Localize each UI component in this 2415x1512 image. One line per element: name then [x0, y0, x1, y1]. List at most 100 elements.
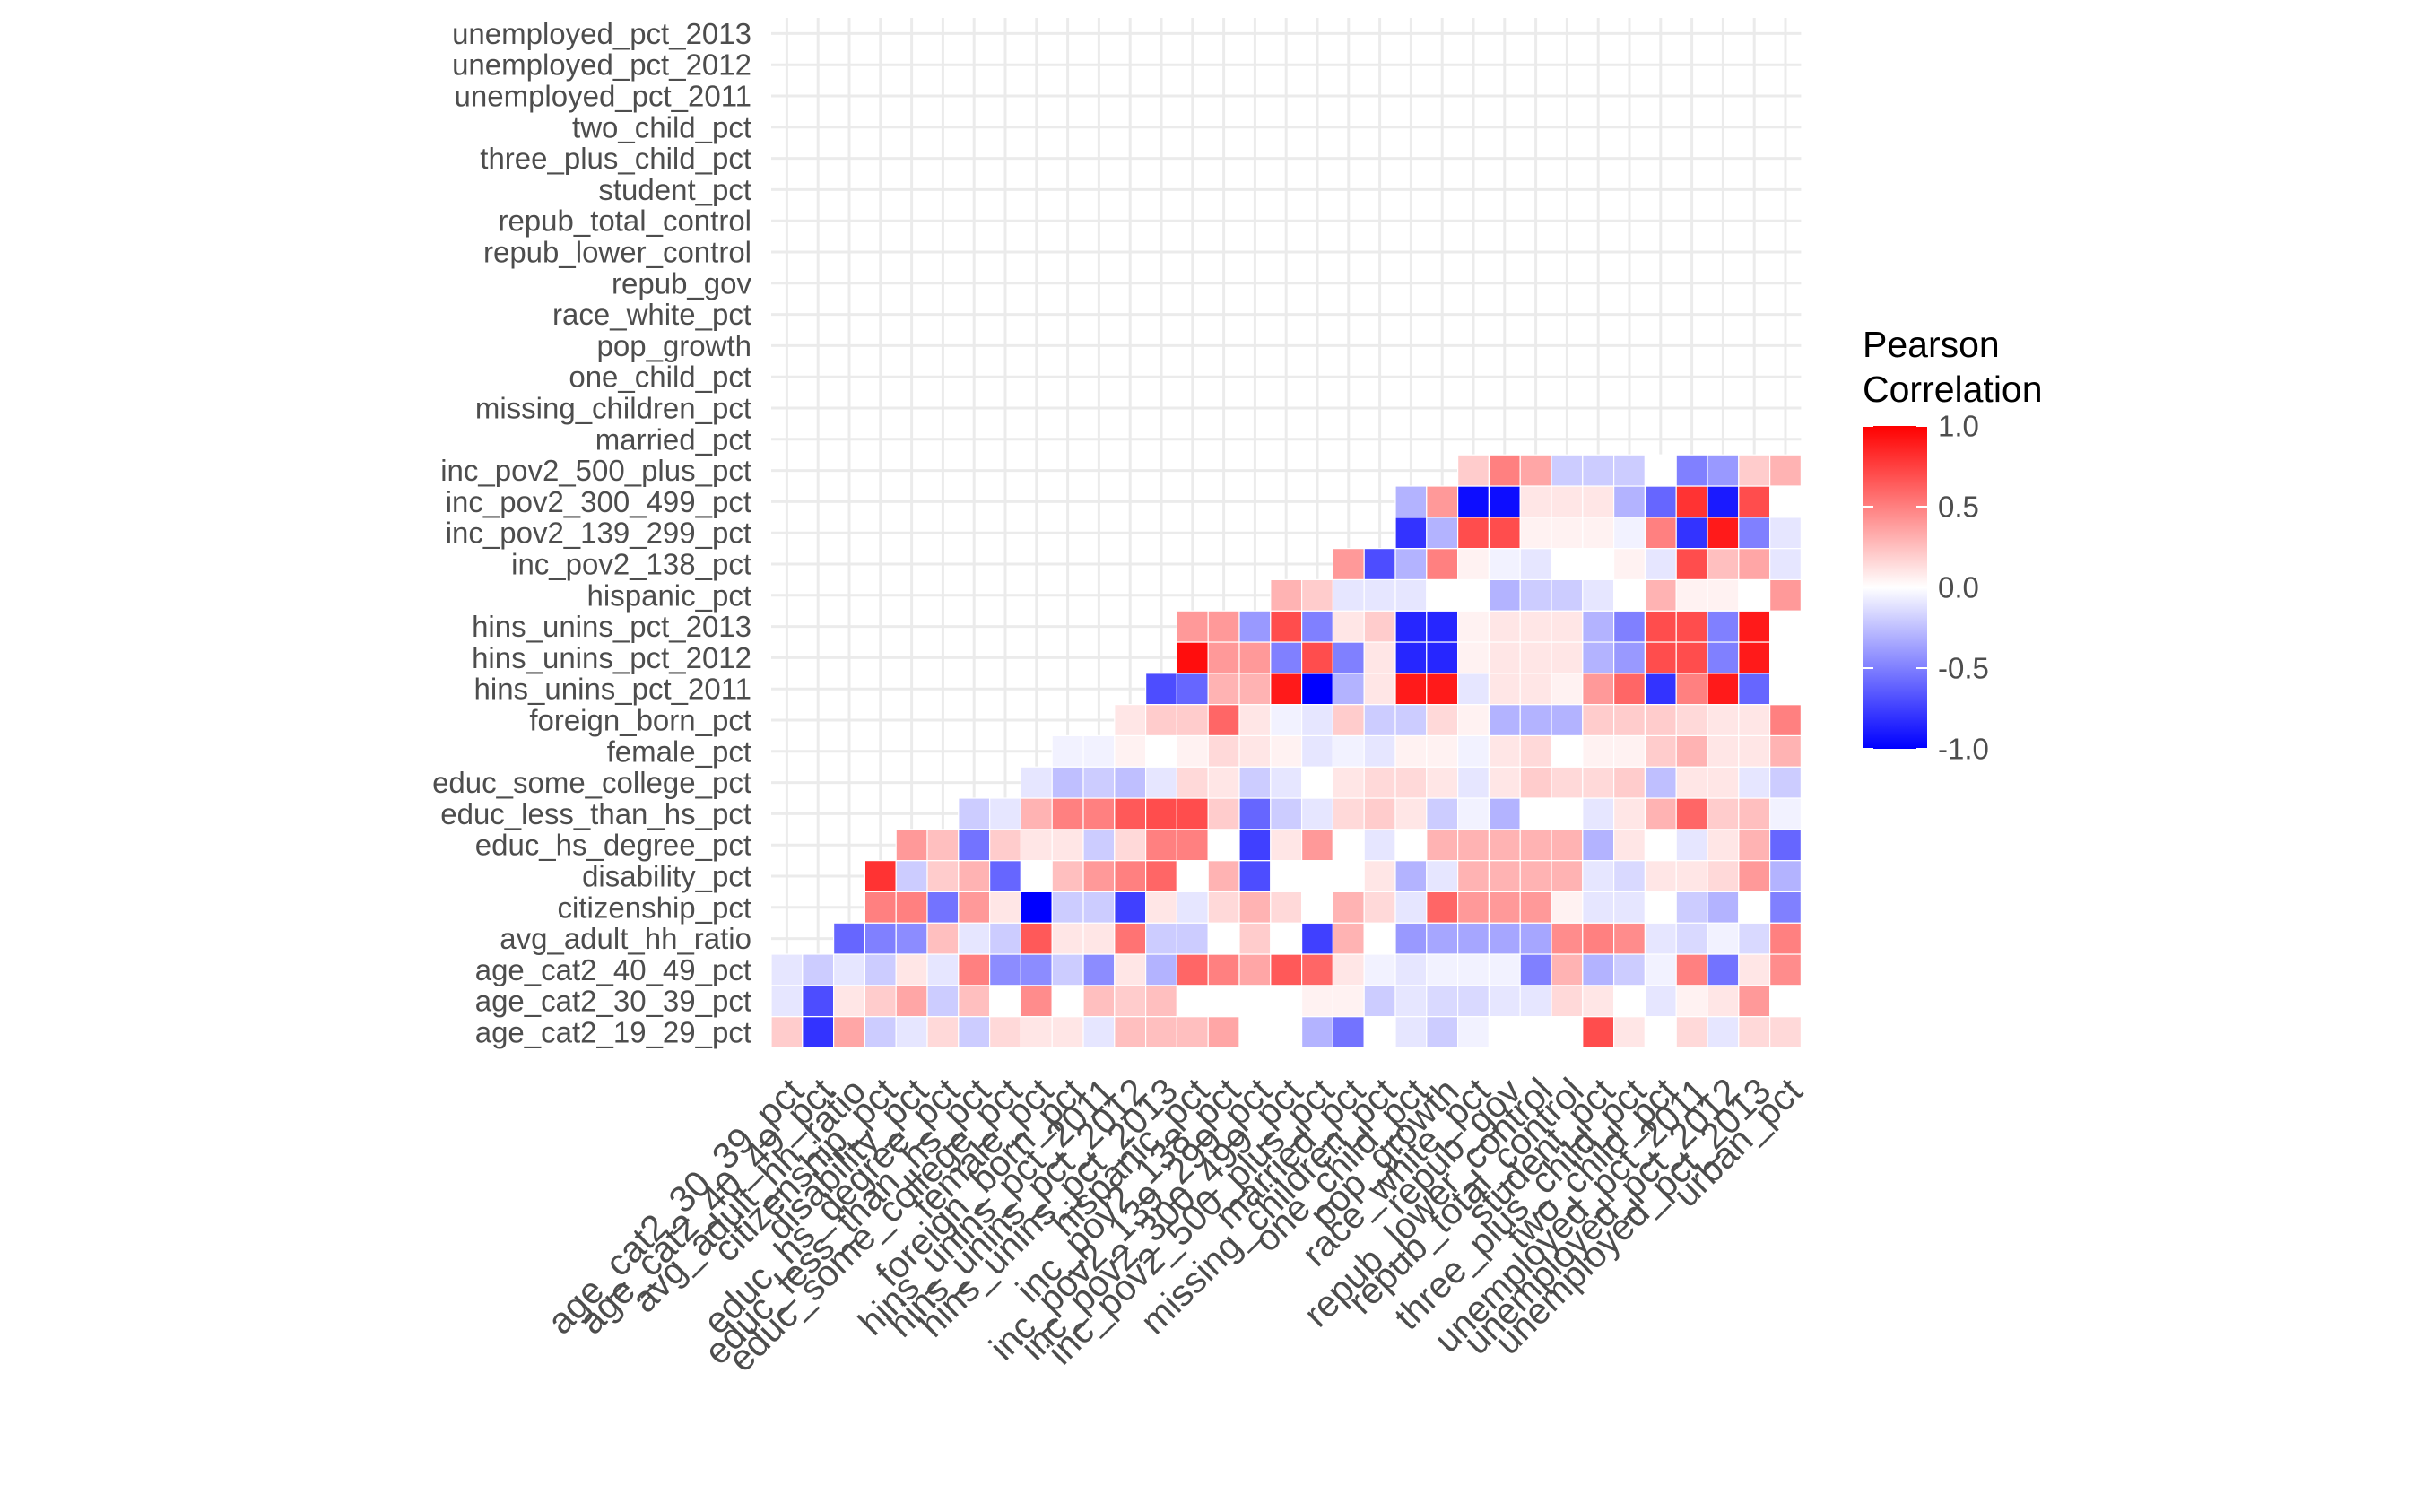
- heatmap-cell: [1300, 734, 1333, 768]
- heatmap-cell: [1456, 953, 1490, 986]
- heatmap-cell: [1582, 673, 1615, 706]
- heatmap-cell: [1051, 859, 1084, 892]
- heatmap-cell: [1207, 703, 1240, 736]
- heatmap-cell: [1519, 703, 1552, 736]
- heatmap-cell: [1551, 1015, 1584, 1048]
- heatmap-cell: [1551, 703, 1584, 736]
- heatmap-cell: [1300, 797, 1333, 830]
- heatmap-cell: [1488, 859, 1521, 892]
- heatmap-cell: [1082, 766, 1116, 799]
- heatmap-cell: [1488, 703, 1521, 736]
- heatmap-cell: [1488, 454, 1521, 487]
- heatmap-cell: [1426, 578, 1459, 612]
- heatmap-cell: [1519, 766, 1552, 799]
- heatmap-cell: [1768, 766, 1802, 799]
- heatmap-cell: [1020, 985, 1053, 1018]
- heatmap-cell: [1051, 1015, 1084, 1048]
- heatmap-cell: [1456, 766, 1490, 799]
- heatmap-cell: [1144, 673, 1177, 706]
- heatmap-cell: [1176, 641, 1209, 674]
- heatmap-cell: [1426, 797, 1459, 830]
- heatmap-cell: [1519, 578, 1552, 612]
- heatmap-cell: [958, 797, 991, 830]
- heatmap-cell: [1207, 953, 1240, 986]
- heatmap-cell: [1456, 829, 1490, 862]
- heatmap-cell: [802, 953, 835, 986]
- heatmap-cell: [1612, 891, 1646, 924]
- heatmap-cell: [1612, 641, 1646, 674]
- heatmap-cell: [1612, 953, 1646, 986]
- heatmap-cell: [1270, 641, 1303, 674]
- heatmap-cell: [1176, 734, 1209, 768]
- heatmap-cell: [1582, 578, 1615, 612]
- heatmap-cell: [802, 985, 835, 1018]
- heatmap-cell: [1394, 485, 1428, 518]
- heatmap-cell: [1738, 485, 1771, 518]
- heatmap-cell: [1144, 829, 1177, 862]
- heatmap-cell: [1644, 797, 1677, 830]
- heatmap-cell: [1394, 673, 1428, 706]
- heatmap-cell: [1144, 891, 1177, 924]
- y-tick-label: unemployed_pct_2012: [452, 48, 751, 82]
- heatmap-cell: [1082, 797, 1116, 830]
- heatmap-cell: [1644, 766, 1677, 799]
- heatmap-cell: [1051, 797, 1084, 830]
- heatmap-cell: [1738, 703, 1771, 736]
- heatmap-cell: [1082, 985, 1116, 1018]
- heatmap-cell: [1082, 1015, 1116, 1048]
- y-tick-label: hins_unins_pct_2011: [474, 673, 751, 706]
- heatmap-cell: [1176, 610, 1209, 643]
- heatmap-cell: [1675, 641, 1708, 674]
- heatmap-cell: [1768, 922, 1802, 955]
- heatmap-cell: [1519, 547, 1552, 580]
- heatmap-cell: [926, 922, 960, 955]
- legend-tick-label: -0.5: [1938, 652, 1989, 685]
- heatmap-cell: [1456, 1015, 1490, 1048]
- heatmap-cell: [958, 891, 991, 924]
- heatmap-cell: [1582, 766, 1615, 799]
- heatmap-cell: [1207, 891, 1240, 924]
- heatmap-cell: [1300, 922, 1333, 955]
- heatmap-cell: [1488, 578, 1521, 612]
- heatmap-cell: [1707, 454, 1740, 487]
- y-tick-label: missing_children_pct: [475, 392, 751, 425]
- heatmap-cell: [1114, 985, 1147, 1018]
- heatmap-cell: [1300, 891, 1333, 924]
- heatmap-cell: [958, 859, 991, 892]
- heatmap-cell: [1176, 953, 1209, 986]
- legend-tick-label: 0.0: [1938, 571, 1979, 604]
- heatmap-cell: [1426, 734, 1459, 768]
- heatmap-cell: [1020, 766, 1053, 799]
- heatmap-cell: [1332, 891, 1365, 924]
- legend-tick-label: 1.0: [1938, 410, 1979, 443]
- heatmap-cell: [1519, 610, 1552, 643]
- heatmap-cell: [1456, 734, 1490, 768]
- heatmap-cell: [832, 922, 865, 955]
- heatmap-cell: [1176, 859, 1209, 892]
- heatmap-cell: [1582, 703, 1615, 736]
- heatmap-cell: [1488, 1015, 1521, 1048]
- heatmap-cell: [1363, 1015, 1396, 1048]
- heatmap-cell: [1519, 859, 1552, 892]
- heatmap-cell: [1426, 766, 1459, 799]
- heatmap-cell: [1551, 859, 1584, 892]
- heatmap-cell: [895, 891, 928, 924]
- heatmap-cell: [1612, 766, 1646, 799]
- heatmap-tiles: [770, 454, 1802, 1048]
- y-tick-label: unemployed_pct_2013: [452, 17, 751, 50]
- heatmap-cell: [1582, 797, 1615, 830]
- heatmap-cell: [1270, 673, 1303, 706]
- y-tick-label: unemployed_pct_2011: [455, 80, 751, 113]
- heatmap-cell: [1707, 578, 1740, 612]
- heatmap-cell: [1144, 734, 1177, 768]
- heatmap-cell: [1768, 547, 1802, 580]
- heatmap-cell: [1768, 891, 1802, 924]
- heatmap-cell: [1738, 859, 1771, 892]
- heatmap-cell: [1738, 797, 1771, 830]
- heatmap-cell: [1644, 485, 1677, 518]
- heatmap-cell: [988, 985, 1021, 1018]
- y-tick-label: inc_pov2_138_pct: [511, 548, 751, 581]
- y-tick-label: repub_gov: [612, 266, 751, 300]
- heatmap-cell: [1488, 673, 1521, 706]
